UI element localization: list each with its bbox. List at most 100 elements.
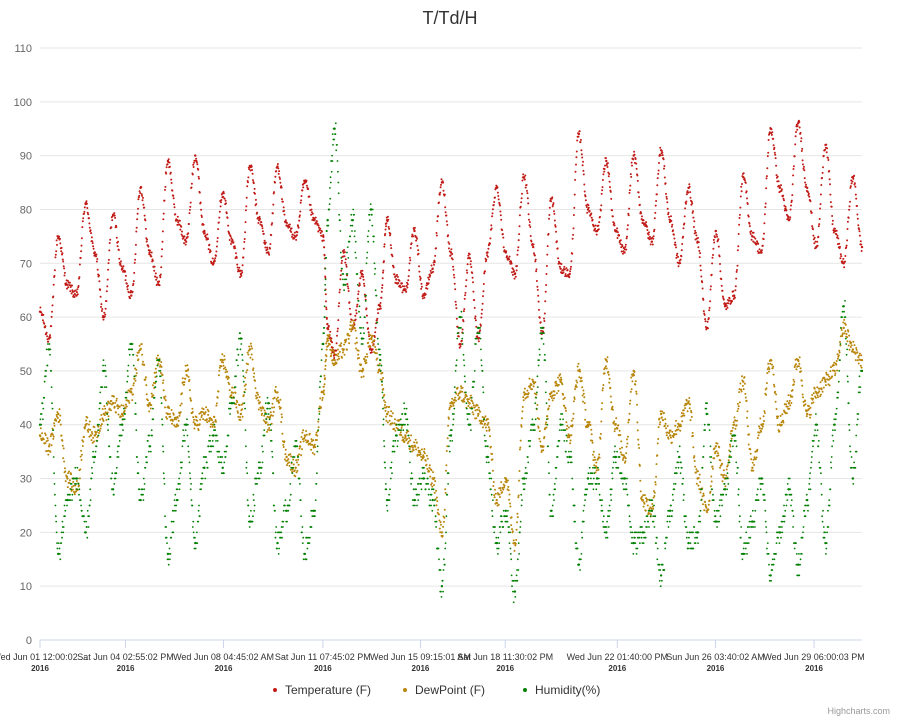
data-point (114, 477, 117, 480)
data-point (143, 214, 146, 217)
data-point (393, 450, 396, 453)
data-point (526, 395, 529, 398)
data-point (496, 186, 499, 189)
data-point (242, 256, 245, 259)
data-point (147, 450, 150, 453)
data-point (590, 216, 593, 219)
data-point (80, 458, 83, 461)
data-point (711, 465, 714, 468)
data-point (125, 391, 128, 394)
data-point (860, 245, 864, 249)
data-point (673, 237, 676, 240)
data-point (118, 445, 120, 448)
data-point (75, 483, 77, 485)
data-point (710, 273, 713, 276)
data-point (739, 206, 742, 209)
data-point (47, 445, 51, 448)
data-point (350, 213, 353, 216)
data-point (842, 257, 845, 260)
data-point (452, 403, 455, 405)
data-point (211, 425, 214, 428)
data-point (364, 316, 366, 318)
data-point (746, 410, 749, 413)
data-point (383, 440, 385, 442)
data-point (604, 365, 607, 368)
data-point (428, 464, 431, 467)
data-point (849, 200, 851, 203)
data-point (149, 445, 152, 448)
data-point (798, 121, 801, 123)
data-point (601, 387, 604, 390)
data-point (666, 431, 669, 434)
data-point (442, 525, 445, 528)
data-point (669, 434, 672, 437)
data-point (200, 208, 203, 211)
data-point (366, 235, 369, 238)
data-point (613, 224, 616, 227)
data-point (699, 264, 702, 267)
data-point (211, 423, 214, 426)
data-point (695, 234, 698, 237)
data-point (546, 253, 549, 256)
data-point (723, 473, 726, 476)
data-point (474, 409, 477, 412)
data-point (445, 214, 448, 217)
data-point (59, 558, 62, 561)
data-point (849, 186, 852, 189)
data-point (812, 234, 815, 237)
data-point (844, 260, 846, 263)
data-point (78, 477, 81, 480)
data-point (538, 308, 540, 311)
data-point (323, 383, 326, 386)
data-point (557, 257, 560, 260)
data-point (378, 304, 381, 307)
data-point (766, 368, 769, 371)
data-point (188, 208, 191, 211)
data-point (71, 289, 74, 292)
data-point (80, 250, 83, 253)
data-point (316, 450, 319, 453)
data-point (254, 192, 256, 195)
data-point (306, 547, 309, 550)
data-point (355, 337, 358, 340)
data-point (325, 358, 327, 361)
data-point (804, 399, 807, 402)
data-point (393, 273, 396, 276)
data-point (609, 186, 611, 189)
data-point (763, 232, 765, 235)
data-point (690, 200, 693, 203)
data-point (327, 224, 330, 227)
data-point (857, 224, 860, 227)
data-point (448, 406, 451, 409)
data-point (346, 348, 348, 351)
data-point (164, 515, 166, 518)
data-point (202, 408, 205, 411)
data-point (322, 343, 325, 345)
data-point (431, 498, 434, 502)
data-point (117, 456, 120, 458)
data-point (536, 288, 539, 291)
data-point (486, 255, 489, 258)
data-point (209, 425, 212, 428)
data-point (657, 169, 660, 172)
data-point (64, 515, 66, 518)
data-point (346, 246, 349, 249)
data-point (228, 383, 231, 386)
data-point (658, 417, 661, 420)
data-point (765, 382, 768, 385)
data-point (190, 499, 193, 501)
data-point (487, 421, 490, 424)
data-point (140, 186, 143, 189)
data-point (353, 213, 355, 216)
data-point (87, 213, 90, 216)
data-point (593, 464, 596, 467)
data-point (158, 370, 161, 372)
data-point (467, 405, 470, 407)
data-point (228, 402, 231, 405)
data-point (563, 265, 566, 268)
data-point (238, 404, 241, 407)
data-point (244, 209, 247, 212)
data-point (200, 411, 203, 413)
data-point (327, 344, 330, 347)
data-point (534, 258, 537, 261)
